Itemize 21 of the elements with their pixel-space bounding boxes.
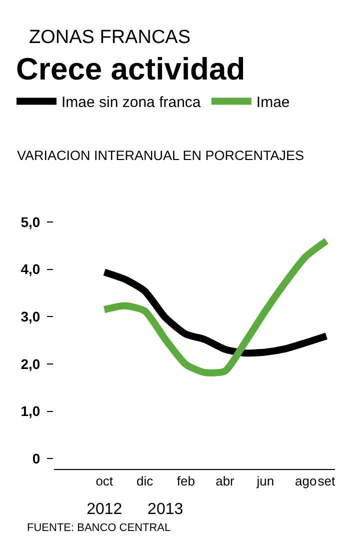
x-tick-label: oct bbox=[96, 474, 114, 489]
y-tick-label: 1,0 bbox=[20, 403, 40, 420]
x2-tick-label: 2012 bbox=[86, 501, 122, 518]
x-tick-label: abr bbox=[216, 474, 236, 489]
y-tick-label: 5,0 bbox=[20, 214, 40, 230]
legend-label: Imae sin zona franca bbox=[62, 94, 202, 112]
x-tick-label: set bbox=[318, 474, 336, 489]
x-tick-label: jun bbox=[256, 474, 274, 489]
chart-subtitle: ZONAS FRANCAS bbox=[29, 27, 191, 48]
x-tick-label: dic bbox=[136, 474, 154, 489]
x-tick-label: ago bbox=[294, 474, 317, 489]
y-tick-label: 0 bbox=[32, 450, 40, 466]
x2-tick-label: 2013 bbox=[148, 501, 184, 518]
x-tick-label: feb bbox=[176, 474, 195, 489]
legend-label: Imae bbox=[256, 94, 290, 112]
chart-title: Crece actividad bbox=[16, 52, 246, 87]
source-note: FUENTE: BANCO CENTRAL bbox=[27, 522, 171, 534]
y-tick-label: 2,0 bbox=[20, 356, 40, 372]
y-tick-label: 3,0 bbox=[20, 308, 40, 325]
y-axis-title: VARIACION INTERANUAL EN PORCENTAJES bbox=[17, 148, 304, 163]
y-tick-label: 4,0 bbox=[20, 261, 40, 278]
